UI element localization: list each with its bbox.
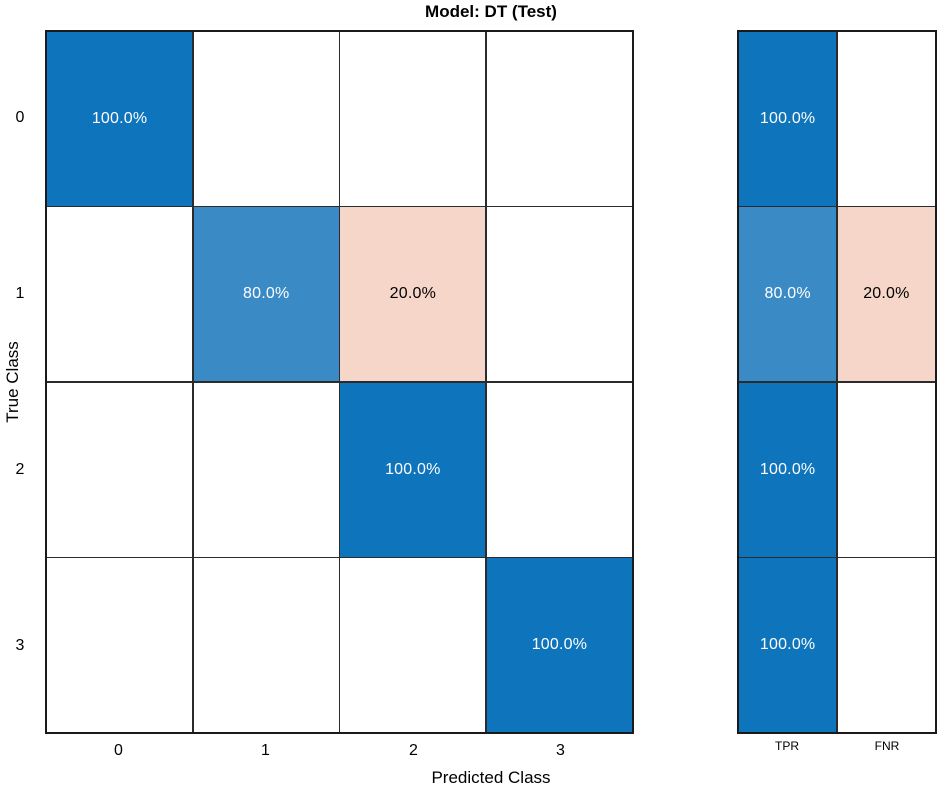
- cell-r3c1: [193, 558, 339, 732]
- x-axis-label: Predicted Class: [431, 768, 551, 787]
- cell-r1c1: 80.0%: [193, 207, 339, 382]
- x-tick-0: 0: [114, 742, 123, 759]
- summary-cell-r1-fnr: 20.0%: [837, 207, 935, 382]
- cell-r3c3: 100.0%: [486, 558, 632, 732]
- summary-cell-r0-tpr: 100.0%: [739, 32, 837, 206]
- summary-cell-r3-tpr: 100.0%: [739, 558, 837, 732]
- cell-r0c3: [486, 32, 632, 206]
- x-tick-3: 3: [556, 742, 565, 759]
- row-summary-grid: 100.0% 80.0% 20.0% 100.0% 100.0%: [737, 30, 937, 734]
- summary-cell-r0-fnr: [837, 32, 935, 206]
- cell-r1c0: [47, 207, 193, 382]
- confusion-matrix-grid: 100.0% 80.0% 20.0% 100.0% 100.0%: [45, 30, 634, 734]
- y-tick-1: 1: [15, 285, 25, 302]
- y-tick-3: 3: [15, 637, 25, 654]
- x-tick-1: 1: [261, 742, 270, 759]
- summary-cell-r2-tpr: 100.0%: [739, 382, 837, 557]
- summary-col-label-fnr: FNR: [874, 739, 900, 753]
- cell-r2c3: [486, 382, 632, 557]
- summary-cell-r2-fnr: [837, 382, 935, 557]
- y-tick-2: 2: [15, 461, 25, 478]
- cell-r3c0: [47, 558, 193, 732]
- cell-r3c2: [340, 558, 486, 732]
- summary-col-label-tpr: TPR: [775, 739, 799, 753]
- cell-r1c3: [486, 207, 632, 382]
- cell-r0c2: [340, 32, 486, 206]
- summary-cell-r1-tpr: 80.0%: [739, 207, 837, 382]
- cell-r2c1: [193, 382, 339, 557]
- figure-title: Model: DT (Test): [425, 2, 557, 21]
- cell-r2c2: 100.0%: [340, 382, 486, 557]
- y-axis-label: True Class: [3, 341, 22, 423]
- summary-cell-r3-fnr: [837, 558, 935, 732]
- cell-r0c0: 100.0%: [47, 32, 193, 206]
- y-tick-0: 0: [15, 109, 25, 126]
- cell-r0c1: [193, 32, 339, 206]
- cell-r1c2: 20.0%: [340, 207, 486, 382]
- x-tick-2: 2: [409, 742, 418, 759]
- cell-r2c0: [47, 382, 193, 557]
